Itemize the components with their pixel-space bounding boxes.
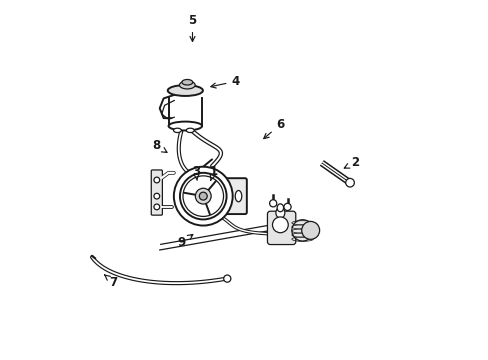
Text: 1: 1 — [209, 165, 218, 180]
Ellipse shape — [275, 207, 285, 218]
Circle shape — [154, 204, 160, 210]
Circle shape — [174, 167, 232, 226]
Ellipse shape — [173, 128, 181, 132]
Text: 2: 2 — [344, 156, 358, 169]
Circle shape — [154, 177, 160, 183]
Ellipse shape — [277, 204, 283, 212]
Text: 7: 7 — [104, 275, 118, 289]
Circle shape — [345, 179, 354, 187]
Text: 4: 4 — [210, 75, 239, 88]
Circle shape — [154, 193, 160, 199]
Ellipse shape — [167, 85, 203, 96]
Text: 3: 3 — [192, 165, 200, 180]
Ellipse shape — [168, 122, 202, 130]
Circle shape — [195, 188, 211, 204]
Circle shape — [284, 203, 290, 211]
FancyBboxPatch shape — [151, 170, 162, 215]
FancyBboxPatch shape — [224, 178, 246, 214]
Circle shape — [223, 275, 230, 282]
Ellipse shape — [235, 190, 241, 202]
Text: 6: 6 — [263, 118, 284, 139]
Text: 8: 8 — [152, 139, 167, 152]
Circle shape — [272, 217, 287, 233]
Text: 9: 9 — [177, 234, 192, 249]
Text: 5: 5 — [188, 14, 196, 41]
FancyBboxPatch shape — [267, 211, 295, 244]
Ellipse shape — [291, 220, 313, 241]
Circle shape — [269, 200, 276, 207]
Ellipse shape — [182, 80, 192, 85]
Circle shape — [301, 221, 319, 239]
Ellipse shape — [179, 81, 195, 89]
Circle shape — [199, 192, 207, 200]
Ellipse shape — [186, 128, 194, 132]
